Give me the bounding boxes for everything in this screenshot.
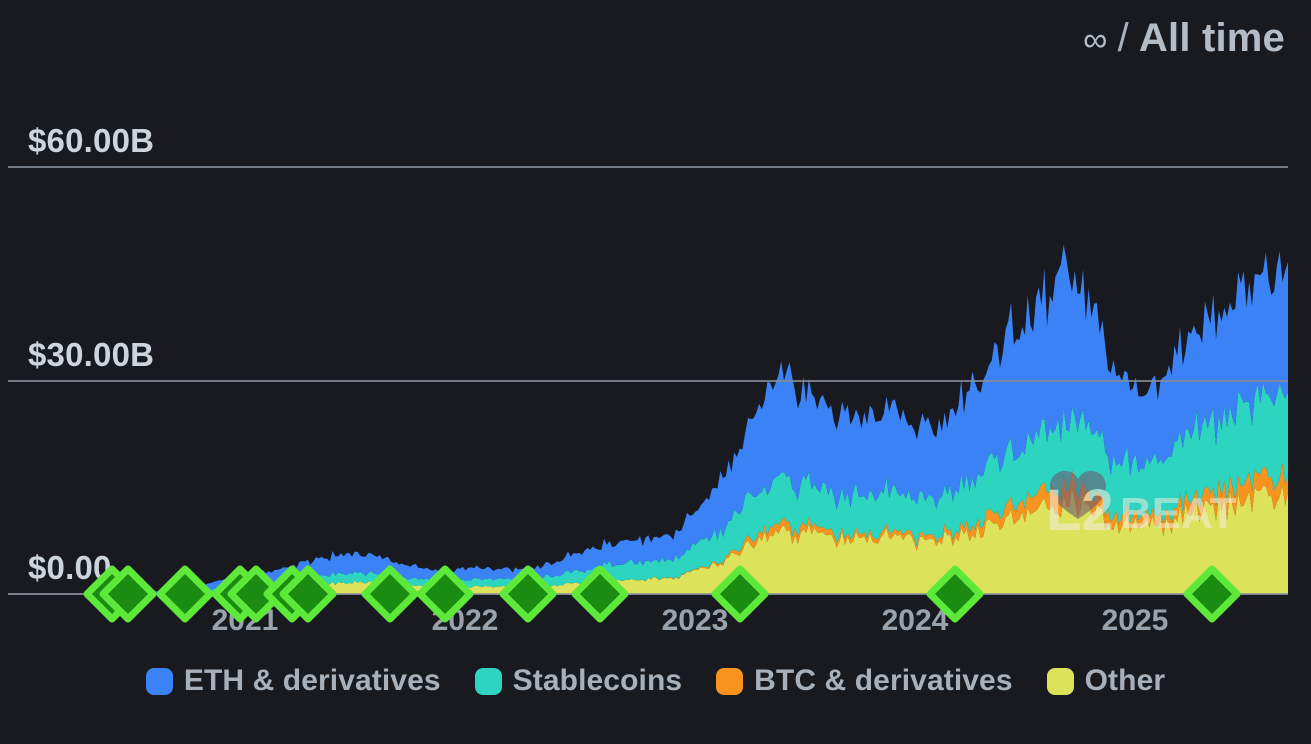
x-axis-tick-labels: 2021 2022 2023 2024 2025: [8, 604, 1288, 644]
x-axis-tick-2022: 2022: [431, 604, 499, 637]
time-range-header[interactable]: ∞ / All time: [1083, 16, 1285, 61]
legend-item-eth-derivatives[interactable]: ETH & derivatives: [145, 664, 441, 698]
y-axis-label-zero: $0.00: [28, 549, 112, 586]
range-label: All time: [1138, 16, 1285, 60]
legend-label: ETH & derivatives: [183, 664, 441, 697]
chart-area[interactable]: L2 BEAT 2021 2022 2023 2024 2025 $60.00B $30…: [0, 96, 1311, 637]
area-series-eth-derivatives: [100, 244, 1288, 594]
y-axis-label-30b: $30.00B: [28, 335, 155, 373]
legend-item-stablecoins[interactable]: Stablecoins: [474, 664, 683, 698]
gridline-zero: [8, 593, 1288, 595]
legend-swatch-icon: [716, 667, 744, 695]
range-separator: /: [1117, 16, 1129, 60]
y-axis-label-60b: $60.00B: [28, 122, 155, 160]
legend-item-btc-derivatives[interactable]: BTC & derivatives: [716, 664, 1013, 698]
legend-label: BTC & derivatives: [754, 664, 1013, 697]
legend-item-other[interactable]: Other: [1046, 664, 1166, 698]
legend-label: Stablecoins: [512, 664, 683, 697]
gridline-60b: [8, 166, 1288, 169]
x-axis-tick-2025: 2025: [1101, 604, 1169, 637]
plot-region[interactable]: L2 BEAT: [8, 96, 1288, 595]
stacked-area-plot: [100, 244, 1288, 594]
gridline-30b: [8, 379, 1288, 382]
legend-label: Other: [1084, 664, 1166, 697]
x-axis-tick-2024: 2024: [881, 604, 949, 637]
legend-swatch-icon: [474, 667, 502, 695]
legend-swatch-icon: [1046, 667, 1074, 695]
chart-legend[interactable]: ETH & derivatives Stablecoins BTC & deriva…: [0, 664, 1311, 698]
infinity-icon: ∞: [1083, 21, 1108, 59]
legend-swatch-icon: [145, 667, 173, 695]
area-series-other: [100, 485, 1288, 594]
x-axis-tick-2023: 2023: [661, 604, 729, 637]
x-axis-tick-2021: 2021: [211, 604, 279, 637]
